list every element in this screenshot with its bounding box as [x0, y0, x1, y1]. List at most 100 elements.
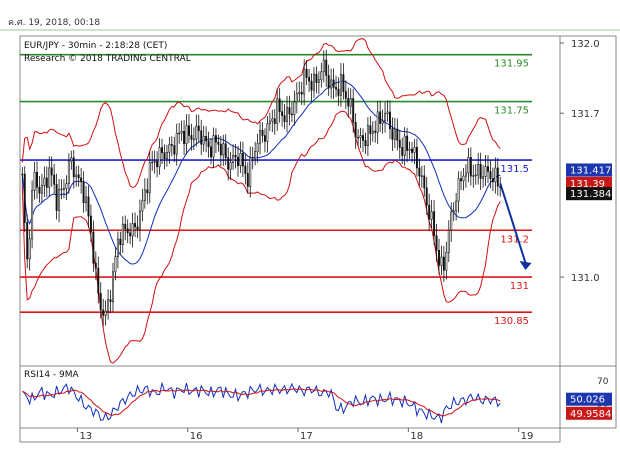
candle-body-24: [80, 177, 83, 183]
level-label-2: 131.5: [500, 164, 529, 175]
price-tag-bg-0: [566, 163, 612, 177]
candle-body-116: [305, 68, 308, 78]
candle-body-180: [462, 175, 465, 182]
level-label-5: 130.85: [494, 316, 529, 327]
candle-body-96: [256, 142, 259, 152]
candle-body-192: [491, 178, 494, 183]
candle-body-18: [65, 183, 68, 189]
candle-body-161: [415, 146, 418, 169]
candle-body-121: [317, 79, 320, 83]
candle-body-49: [141, 200, 144, 212]
candle-body-65: [180, 131, 183, 134]
time-axis-frame: [19, 427, 561, 443]
candle-body-160: [413, 146, 416, 153]
candle-body-78: [212, 135, 215, 158]
candle-body-16: [60, 188, 63, 191]
candle-body-147: [381, 120, 384, 124]
candle-body-35: [107, 299, 110, 312]
candle-body-131: [342, 74, 345, 92]
candle-body-8: [40, 185, 43, 194]
candle-body-110: [290, 113, 293, 116]
candle-body-136: [354, 122, 357, 138]
candle-body-25: [82, 181, 85, 204]
time-tick-label-3: 18: [410, 431, 423, 442]
candle-body-169: [435, 235, 438, 251]
candle-body-127: [332, 79, 335, 88]
candle-body-0: [21, 173, 24, 176]
candle-body-106: [281, 111, 284, 116]
candle-body-51: [146, 189, 149, 194]
candle-body-179: [460, 178, 463, 182]
main-panel-frame: [19, 35, 561, 367]
candle-body-33: [102, 309, 105, 316]
candle-body-95: [254, 151, 257, 159]
candle-body-59: [165, 152, 168, 160]
candle-body-84: [227, 157, 230, 170]
candle-body-173: [445, 252, 448, 271]
timestamp-bar: ค.ศ. 19, 2018, 00:18: [0, 0, 620, 30]
candle-body-19: [67, 160, 70, 184]
timestamp: ค.ศ. 19, 2018, 00:18: [8, 18, 101, 28]
forecast-arrow-head: [519, 261, 532, 271]
candle-body-114: [300, 91, 303, 95]
candle-body-166: [428, 204, 431, 220]
candle-body-97: [259, 129, 262, 144]
price-tag-bg-1: [566, 176, 612, 190]
candle-body-158: [408, 148, 411, 151]
candle-body-75: [205, 135, 208, 142]
chart-title: EUR/JPY - 30min - 2:18:28 (CET): [24, 41, 167, 51]
candle-body-157: [406, 135, 409, 151]
candle-body-188: [482, 176, 485, 179]
candle-body-129: [337, 88, 340, 96]
candle-body-34: [104, 310, 107, 316]
candle-body-156: [403, 135, 406, 156]
candle-body-7: [38, 186, 41, 194]
rsi-ma-line: [22, 388, 501, 417]
candle-body-135: [352, 98, 355, 123]
time-tick-label-4: 19: [521, 431, 534, 442]
candle-body-185: [474, 174, 477, 177]
candle-body-119: [313, 73, 315, 91]
candle-body-46: [134, 223, 137, 228]
candle-body-99: [263, 135, 266, 142]
candle-body-45: [131, 223, 134, 237]
candle-body-149: [386, 111, 389, 114]
candle-body-176: [452, 210, 455, 213]
candle-body-182: [467, 157, 470, 174]
candle-body-56: [158, 147, 161, 168]
candle-body-123: [322, 59, 325, 73]
candle-body-22: [75, 174, 78, 178]
candle-body-6: [36, 171, 38, 188]
candle-body-178: [457, 178, 460, 202]
candle-body-105: [278, 98, 281, 112]
candle-body-137: [357, 136, 360, 139]
candle-body-189: [484, 166, 487, 177]
candle-body-90: [241, 153, 244, 167]
candle-body-47: [136, 226, 139, 231]
candle-body-15: [58, 188, 61, 211]
candle-body-58: [163, 152, 166, 160]
candle-body-21: [72, 157, 75, 178]
price-axis-frame: [559, 35, 617, 367]
candle-body-76: [207, 140, 210, 148]
candle-body-79: [214, 135, 217, 143]
candle-body-88: [237, 156, 239, 166]
candle-body-29: [92, 231, 95, 264]
candle-body-193: [494, 167, 497, 183]
price-tag-bg-2: [566, 187, 612, 201]
candle-body-98: [261, 129, 264, 136]
candle-body-122: [320, 71, 323, 81]
candle-body-68: [187, 125, 190, 136]
candle-body-111: [293, 101, 296, 116]
candle-body-71: [195, 125, 198, 140]
candle-body-125: [327, 75, 330, 89]
candle-body-140: [364, 140, 367, 147]
candle-body-102: [271, 118, 274, 122]
candle-body-94: [251, 157, 254, 159]
candle-body-5: [33, 171, 36, 191]
candle-body-153: [396, 128, 399, 141]
candle-body-175: [450, 211, 453, 231]
time-tick-label-2: 17: [300, 431, 313, 442]
